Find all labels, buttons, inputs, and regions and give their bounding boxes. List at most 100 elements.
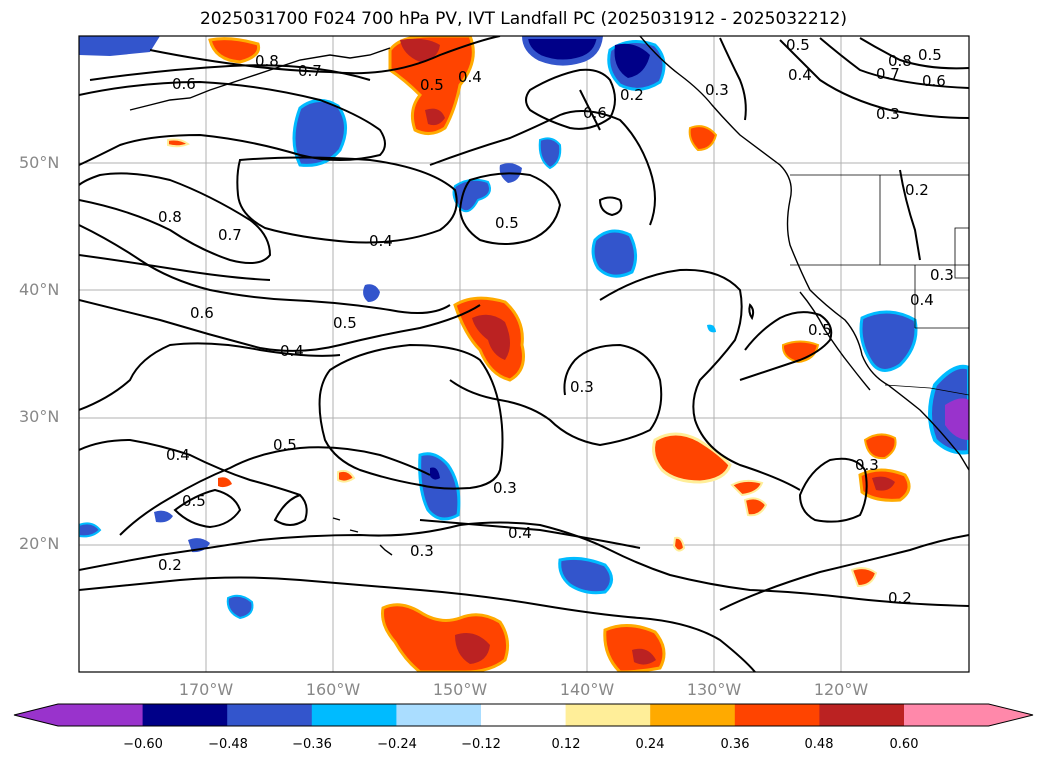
anomaly-blob bbox=[614, 43, 650, 78]
contour-label: 0.6 bbox=[583, 104, 607, 122]
contour-label: 0.4 bbox=[508, 524, 532, 542]
colorbar-segment bbox=[904, 704, 990, 726]
contour-label: 0.5 bbox=[808, 321, 832, 339]
lon-label: 130°W bbox=[686, 680, 742, 699]
colorbar-segment bbox=[227, 704, 313, 726]
anomaly-blob bbox=[337, 469, 356, 483]
contour-label: 0.8 bbox=[255, 52, 279, 70]
colorbar-outline bbox=[13, 703, 1034, 727]
contour-label: 0.5 bbox=[333, 314, 357, 332]
colorbar-extend-max bbox=[988, 704, 1033, 726]
contour-label: 0.4 bbox=[369, 232, 393, 250]
anomaly-blob bbox=[208, 37, 261, 64]
contour-label: 0.4 bbox=[910, 291, 934, 309]
anomaly-blob bbox=[292, 99, 347, 167]
colorbar-segment bbox=[396, 704, 482, 726]
state-borders bbox=[790, 174, 969, 396]
colorbar-segment bbox=[819, 704, 905, 726]
colorbar-segment bbox=[650, 704, 736, 726]
map-frame bbox=[78, 35, 970, 673]
anomaly-blob bbox=[945, 398, 969, 440]
colorbar bbox=[13, 703, 1034, 727]
anomaly-blob bbox=[154, 510, 173, 523]
contour-label: 0.2 bbox=[888, 589, 912, 607]
colorbar-extend-min bbox=[14, 704, 58, 726]
contour-label: 0.2 bbox=[158, 556, 182, 574]
contour-label: 0.5 bbox=[495, 214, 519, 232]
anomaly-blob bbox=[418, 452, 461, 521]
map-title: 2025031700 F024 700 hPa PV, IVT Landfall… bbox=[199, 9, 847, 29]
lon-label: 170°W bbox=[178, 680, 234, 699]
lon-label: 150°W bbox=[432, 680, 488, 699]
contour-label: 0.4 bbox=[166, 446, 190, 464]
contour-label: 0.4 bbox=[458, 68, 482, 86]
anomaly-blob bbox=[730, 479, 764, 497]
anomaly-blob bbox=[79, 36, 160, 56]
colorbar-segment bbox=[58, 704, 144, 726]
lat-label: 30°N bbox=[19, 407, 60, 426]
anomaly-blob bbox=[688, 125, 718, 152]
colorbar-tick-label: −0.48 bbox=[208, 737, 248, 752]
anomaly-blob bbox=[521, 36, 604, 66]
colorbar-segment bbox=[311, 704, 397, 726]
anomaly-blob bbox=[455, 632, 490, 664]
anomaly-blob bbox=[425, 108, 445, 126]
contour-label: 0.2 bbox=[620, 86, 644, 104]
lon-label: 160°W bbox=[305, 680, 361, 699]
contour-labels: 0.8 0.7 0.6 0.5 0.4 0.5 0.6 0.5 0.4 0.8 … bbox=[158, 36, 954, 607]
lat-label: 20°N bbox=[19, 534, 60, 553]
contour-label: 0.6 bbox=[190, 304, 214, 322]
contour-label: 0.3 bbox=[570, 378, 594, 396]
contour-label: 0.8 bbox=[888, 52, 912, 70]
colorbar-tick-label: 0.36 bbox=[720, 737, 750, 752]
contour-label: 0.3 bbox=[410, 542, 434, 560]
lon-label: 140°W bbox=[559, 680, 615, 699]
anomaly-blob bbox=[388, 36, 475, 135]
anomaly-blob bbox=[672, 536, 686, 552]
contour-label: 0.3 bbox=[855, 456, 879, 474]
colorbar-tick-label: −0.36 bbox=[292, 737, 332, 752]
anomaly-blob bbox=[218, 477, 232, 488]
colorbar-segment bbox=[734, 704, 820, 726]
colorbar-tick-label: −0.12 bbox=[461, 737, 501, 752]
contour-label: 0.7 bbox=[298, 62, 322, 80]
anomaly-blob bbox=[850, 567, 878, 588]
contour-label: 0.5 bbox=[420, 76, 444, 94]
contour-label: 0.3 bbox=[705, 81, 729, 99]
contour-label: 0.5 bbox=[182, 492, 206, 510]
anomaly-blob bbox=[652, 432, 732, 484]
anomaly-blob bbox=[79, 522, 102, 538]
anomaly-blob bbox=[632, 648, 656, 665]
contour-label: 0.3 bbox=[493, 479, 517, 497]
colorbar-segment bbox=[481, 704, 567, 726]
colorbar-tick-label: −0.24 bbox=[377, 737, 417, 752]
lon-label: 120°W bbox=[813, 680, 869, 699]
anomaly-blob bbox=[167, 138, 191, 148]
anomaly-blob bbox=[603, 624, 666, 672]
anomaly-blob bbox=[707, 324, 716, 333]
contour-label: 0.5 bbox=[786, 36, 810, 54]
contour-label: 0.2 bbox=[905, 181, 929, 199]
anomaly-blob bbox=[226, 594, 254, 620]
contour-label: 0.3 bbox=[930, 266, 954, 284]
contour-label: 0.5 bbox=[918, 46, 942, 64]
contour-label: 0.6 bbox=[172, 75, 196, 93]
anomaly-blob bbox=[872, 476, 895, 491]
anomaly-blob bbox=[558, 556, 613, 595]
anomaly-blob bbox=[538, 137, 562, 170]
colorbar-tick-label: 0.60 bbox=[889, 737, 919, 752]
pv-contours bbox=[79, 36, 969, 672]
map-content: 0.8 0.7 0.6 0.5 0.4 0.5 0.6 0.5 0.4 0.8 … bbox=[79, 36, 969, 672]
contour-label: 0.5 bbox=[273, 436, 297, 454]
contour-label: 0.3 bbox=[876, 105, 900, 123]
colorbar-tick-label: 0.12 bbox=[551, 737, 581, 752]
anomaly-blob bbox=[472, 314, 510, 360]
contour-label: 0.4 bbox=[788, 66, 812, 84]
contour-label: 0.7 bbox=[218, 226, 242, 244]
anomaly-blob bbox=[863, 433, 897, 460]
colorbar-tick-label: −0.60 bbox=[123, 737, 163, 752]
contour-label: 0.4 bbox=[280, 342, 304, 360]
anomaly-blob bbox=[430, 467, 440, 480]
colorbar-segment bbox=[142, 704, 228, 726]
